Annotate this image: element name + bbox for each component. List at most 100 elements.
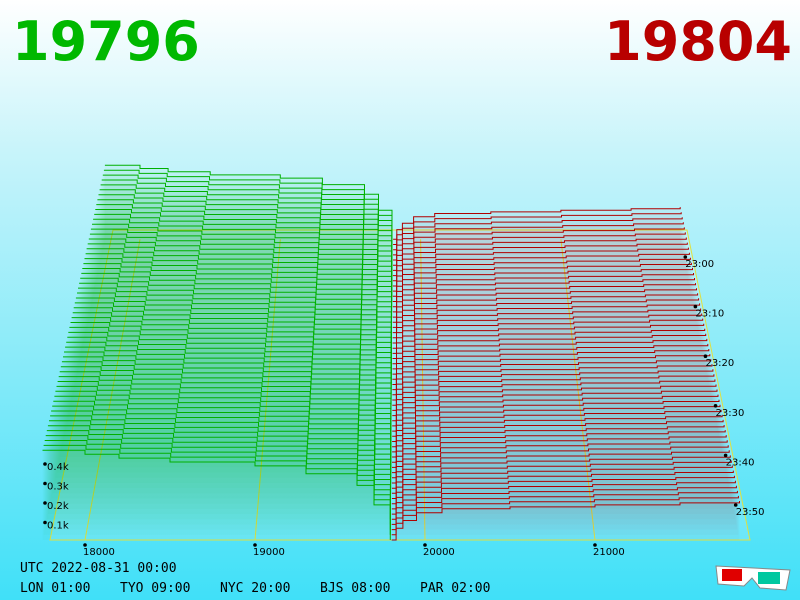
x-tick-label: 18000: [83, 547, 115, 558]
asks-line: [392, 288, 697, 323]
asks-line: [393, 207, 681, 240]
asks-line: [392, 303, 701, 339]
asks-line: [392, 333, 707, 370]
asks-line: [392, 379, 716, 417]
tick-mark: [43, 481, 47, 486]
tick-mark: [43, 462, 47, 466]
grid-line: [254, 239, 281, 541]
asks-line: [391, 490, 738, 531]
time-tick-mark: [703, 354, 708, 359]
clock: BJS 08:00: [320, 581, 390, 596]
x-tick-label: 19000: [253, 547, 285, 558]
asks-line: [391, 450, 730, 489]
asks-line: [391, 455, 731, 494]
time-tick-mark: [713, 404, 718, 408]
asks-line: [392, 404, 721, 442]
grid-line: [420, 239, 426, 541]
asks-line: [391, 470, 734, 510]
asks-line: [392, 308, 702, 344]
asks-line: [392, 323, 705, 359]
asks-line: [392, 359, 712, 396]
asks-line: [392, 374, 715, 411]
asks-line: [392, 278, 695, 313]
asks-line: [391, 475, 735, 515]
asks-line: [391, 480, 736, 520]
y-tick-label: 0.1k: [47, 521, 69, 532]
asks-line: [392, 399, 720, 437]
asks-line: [392, 242, 688, 277]
asks-line: [392, 313, 703, 349]
time-tick-label: 23:30: [716, 408, 745, 419]
asks-line: [392, 298, 700, 334]
asks-line: [392, 338, 708, 375]
y-tick-label: 0.4k: [47, 462, 69, 473]
time-slice: [42, 449, 740, 541]
asks-line: [392, 343, 709, 380]
asks-line: [393, 232, 686, 266]
grid-line: [84, 239, 141, 541]
asks-line: [393, 212, 682, 245]
time-tick-label: 23:00: [685, 259, 714, 270]
tick-mark: [43, 520, 47, 525]
asks-line: [393, 237, 687, 271]
time-tick-label: 23:10: [695, 309, 724, 320]
asks-line: [392, 247, 689, 282]
asks-line: [392, 273, 694, 308]
time-tick-label: 23:50: [736, 507, 765, 518]
asks-line: [391, 485, 737, 525]
asks-line: [392, 328, 706, 365]
x-tick-label: 21000: [593, 547, 625, 558]
glasses-icon: [715, 565, 791, 591]
clock: NYC 20:00: [220, 581, 290, 596]
asks-line: [392, 293, 699, 328]
clock: TYO 09:00: [120, 581, 190, 596]
time-tick-label: 23:40: [726, 457, 755, 468]
asks-line: [392, 349, 710, 385]
asks-line: [392, 369, 714, 406]
utc-time: UTC 2022-08-31 00:00: [20, 561, 177, 576]
asks-line: [393, 217, 683, 251]
asks-line: [392, 430, 726, 468]
asks-line: [392, 384, 717, 422]
asks-line: [392, 354, 711, 391]
time-tick-label: 23:20: [705, 358, 734, 369]
slices: [42, 164, 740, 541]
asks-line: [392, 440, 728, 479]
asks-line: [392, 409, 722, 448]
asks-line: [392, 267, 693, 302]
tick-mark: [83, 543, 87, 547]
asks-line: [392, 425, 725, 463]
asks-line: [391, 495, 739, 536]
x-tick-label: 20000: [423, 547, 455, 558]
tick-mark: [253, 543, 257, 547]
asks-line: [392, 435, 727, 474]
ask-price: 19804: [604, 10, 792, 73]
asks-line: [391, 460, 732, 499]
asks-line: [392, 318, 704, 354]
time-tick-mark: [723, 453, 728, 458]
time-tick-mark: [683, 255, 688, 259]
asks-line: [392, 252, 690, 287]
bids-line: [42, 449, 391, 540]
asks-line: [392, 283, 696, 318]
asks-line: [392, 257, 691, 292]
asks-line: [393, 227, 685, 261]
asks-line: [392, 419, 724, 458]
asks-line: [393, 222, 684, 256]
asks-line: [392, 364, 713, 401]
asks-line: [391, 501, 740, 541]
axes: 18000 19000 20000 21000 0.1k 0.2k 0.3k 0.4k 23:0…: [43, 255, 765, 558]
asks-line: [392, 414, 723, 453]
y-tick-label: 0.2k: [47, 501, 69, 512]
asks-line: [391, 445, 729, 484]
time-tick-mark: [693, 304, 698, 309]
time-tick-mark: [733, 503, 738, 507]
asks-line: [392, 262, 692, 297]
tick-mark: [593, 543, 597, 547]
clock: LON 01:00: [20, 581, 90, 596]
tick-mark: [423, 543, 427, 547]
tick-mark: [43, 501, 47, 505]
y-tick-label: 0.3k: [47, 482, 69, 493]
asks-line: [392, 389, 718, 427]
clock: PAR 02:00: [420, 581, 490, 596]
